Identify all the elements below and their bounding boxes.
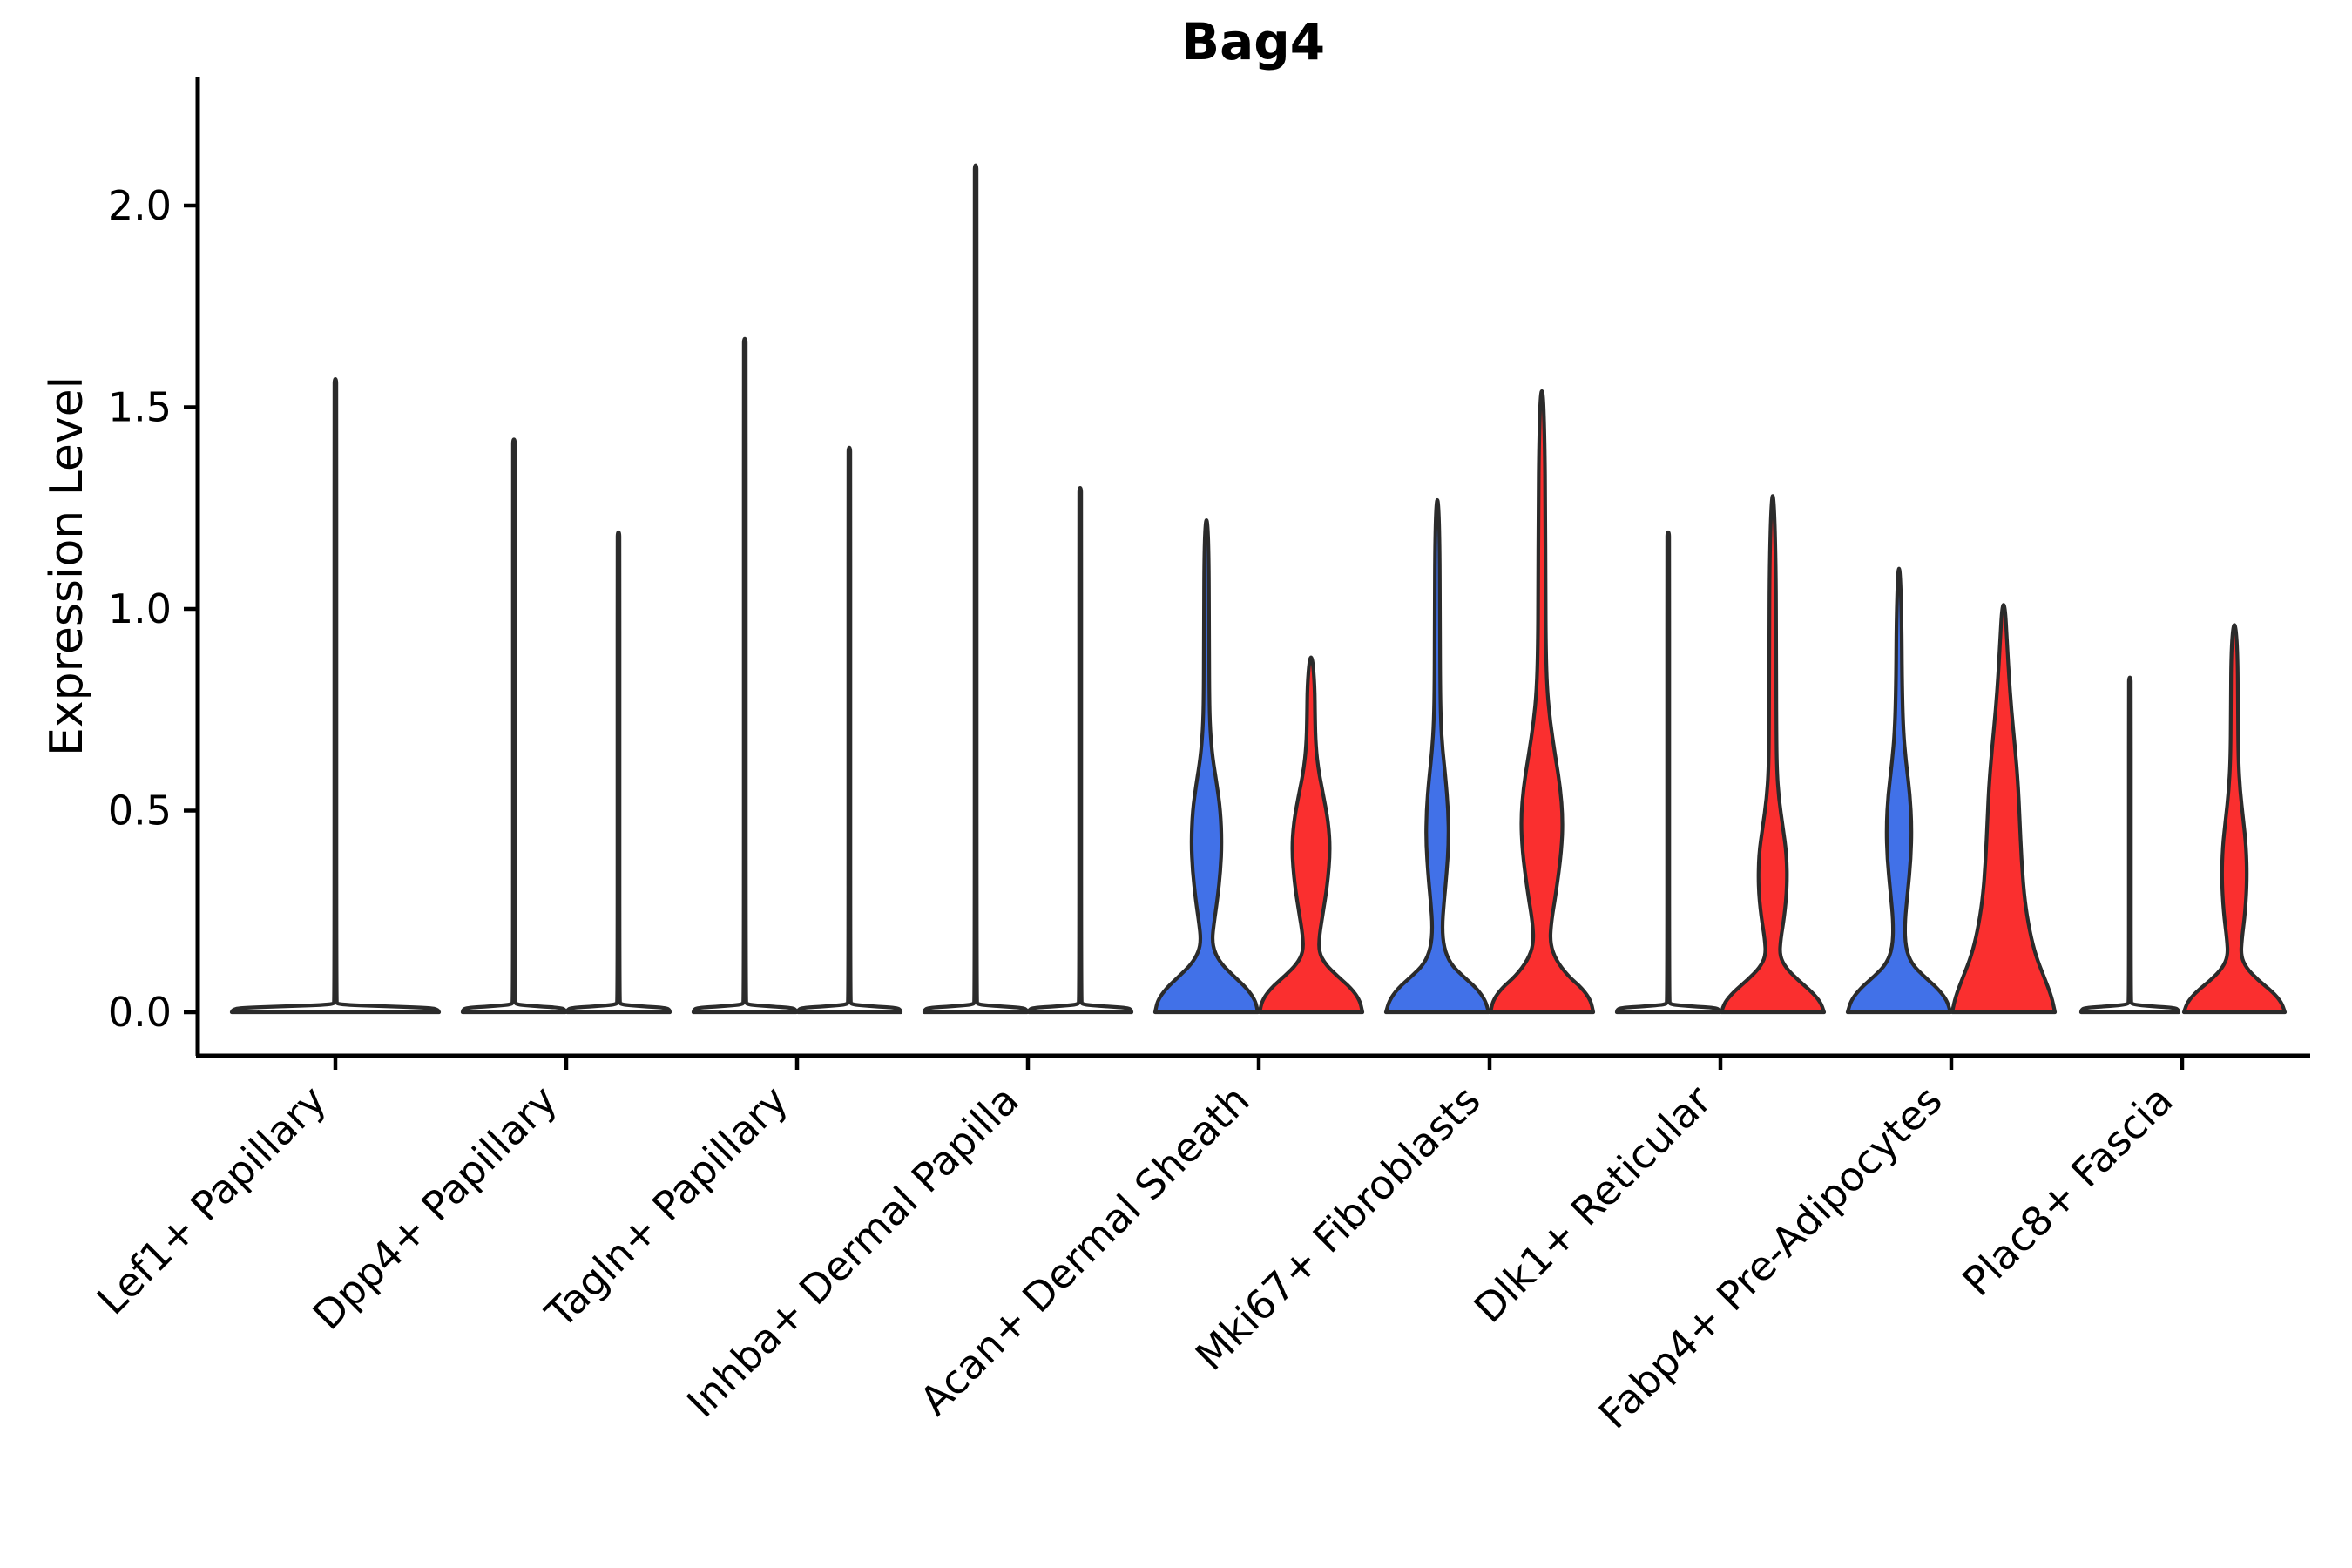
x-tick-label-plac8-fascia: Plac8+ Fascia	[1953, 1077, 2181, 1305]
violin-plac8-fascia-right	[2181, 623, 2288, 1015]
y-tick-label: 1.5	[108, 384, 172, 431]
y-tick-label: 1.0	[108, 585, 172, 632]
violin-inhba-dermal-papilla-right	[1026, 486, 1134, 1015]
violin-acan-dermal-sheath-right	[1257, 655, 1365, 1015]
x-tick-label-dpp4-papillary: Dpp4+ Papillary	[304, 1077, 566, 1339]
violin-lef1-papillary-center	[229, 377, 442, 1015]
y-tick-label: 2.0	[108, 182, 172, 229]
y-tick-label: 0.5	[108, 787, 172, 835]
violin-acan-dermal-sheath-left	[1152, 518, 1260, 1015]
violin-fabp4-pre-adipocytes-right	[1950, 603, 2058, 1015]
chart-title: Bag4	[1180, 12, 1326, 71]
violin-dpp4-papillary-left	[460, 437, 568, 1015]
violin-mki67-fibroblasts-right	[1488, 389, 1596, 1015]
violin-mki67-fibroblasts-left	[1383, 497, 1491, 1015]
violin-tagln-papillary-right	[795, 445, 903, 1015]
violin-dlk1-reticular-right	[1719, 494, 1827, 1015]
violin-tagln-papillary-left	[691, 336, 799, 1015]
violin-fabp4-pre-adipocytes-left	[1845, 566, 1953, 1015]
y-tick-label: 0.0	[108, 989, 172, 1036]
violin-dpp4-papillary-right	[564, 530, 672, 1015]
violin-dlk1-reticular-left	[1614, 530, 1722, 1015]
x-tick-label-dlk1-reticular: Dlk1+ Reticular	[1465, 1077, 1720, 1332]
x-tick-label-lef1-papillary: Lef1+ Papillary	[88, 1077, 335, 1324]
x-tick-label-tagln-papillary: Tagln+ Papillary	[536, 1077, 797, 1338]
violin-inhba-dermal-papilla-left	[922, 163, 1030, 1015]
violin-plac8-fascia-left	[2078, 675, 2181, 1015]
